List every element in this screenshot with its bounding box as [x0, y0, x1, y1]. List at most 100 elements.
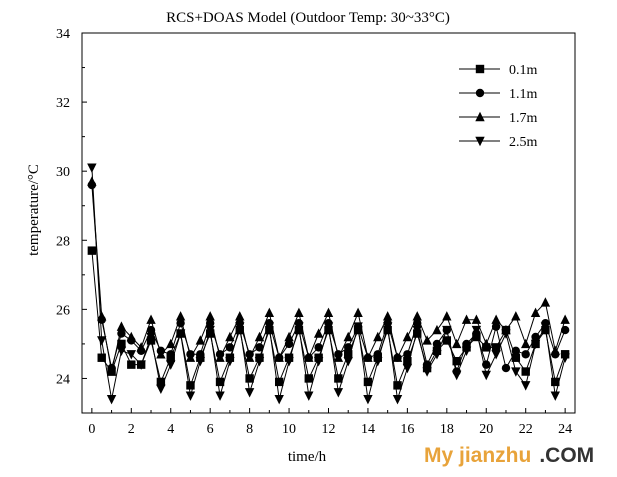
legend-marker	[475, 64, 485, 74]
data-point	[304, 391, 314, 401]
data-point	[97, 353, 106, 362]
data-point	[166, 338, 176, 349]
x-tick-label: 2	[128, 422, 135, 437]
data-point	[432, 324, 442, 335]
x-tick-label: 18	[440, 422, 454, 437]
data-point	[392, 352, 403, 362]
data-point	[254, 356, 265, 367]
data-point	[442, 336, 452, 345]
plot-frame	[81, 32, 576, 414]
data-point	[530, 307, 541, 318]
legend-label: 1.1m	[509, 87, 538, 102]
data-point	[254, 331, 265, 342]
data-point	[343, 331, 353, 342]
data-point	[116, 346, 127, 357]
data-point	[353, 307, 363, 318]
series-line	[91, 250, 566, 388]
chart-title: RCS+DOAS Model (Outdoor Temp: 30~33°C)	[166, 10, 450, 26]
data-point	[531, 332, 540, 342]
data-point	[175, 329, 186, 339]
x-tick-label: 4	[167, 422, 174, 437]
data-point	[491, 314, 501, 324]
data-point	[97, 336, 107, 346]
data-point	[264, 322, 275, 332]
data-point	[146, 332, 156, 343]
watermark-text-brand: My jianzhu	[424, 444, 531, 467]
data-point	[432, 350, 442, 360]
data-point	[196, 350, 205, 359]
data-point	[87, 246, 97, 255]
data-point	[550, 345, 560, 356]
data-point	[560, 314, 570, 324]
legend-item: 1.7m	[459, 111, 538, 126]
data-point	[363, 377, 373, 387]
data-point	[451, 338, 462, 349]
data-point	[511, 367, 521, 377]
legend-marker	[475, 111, 485, 122]
y-tick-label: 32	[56, 96, 70, 111]
data-point	[215, 391, 225, 401]
legend-label: 0.1m	[509, 63, 538, 78]
data-point	[116, 321, 127, 331]
data-point	[511, 346, 521, 356]
legend-item: 1.1m	[459, 87, 538, 102]
data-point	[313, 356, 324, 367]
data-point	[560, 353, 570, 363]
data-point	[284, 356, 294, 367]
data-point	[225, 356, 235, 367]
data-point	[442, 311, 452, 321]
data-point	[294, 322, 304, 332]
data-point	[215, 377, 225, 387]
data-point	[481, 338, 491, 349]
y-tick-label: 34	[56, 27, 70, 42]
legend: 0.1m 1.1m 1.7m 2.5m	[459, 63, 538, 150]
data-point	[412, 311, 422, 321]
data-point	[491, 350, 501, 360]
x-tick-label: 24	[558, 422, 572, 437]
data-point	[461, 314, 472, 324]
data-point	[422, 367, 432, 377]
y-tick-label: 30	[56, 165, 70, 180]
data-point	[442, 325, 452, 336]
data-point	[521, 367, 530, 376]
watermark: My jianzhu .COM	[424, 444, 594, 467]
data-point	[106, 366, 117, 376]
data-point	[452, 356, 461, 366]
data-point	[393, 381, 402, 390]
data-point	[491, 343, 501, 352]
data-point	[313, 328, 324, 338]
data-point	[481, 370, 491, 381]
data-point	[156, 384, 166, 395]
data-point	[451, 370, 462, 381]
data-point	[363, 394, 373, 405]
data-point	[382, 311, 393, 321]
data-point	[126, 331, 136, 342]
x-tick-label: 6	[207, 422, 214, 437]
data-point	[382, 322, 393, 332]
data-point	[432, 339, 442, 349]
series-2.5m	[87, 163, 570, 405]
data-point	[333, 352, 344, 362]
data-point	[205, 325, 215, 336]
data-point	[136, 360, 146, 370]
data-point	[422, 335, 432, 345]
legend-item: 0.1m	[459, 63, 538, 78]
data-point	[540, 322, 551, 332]
x-tick-label: 16	[400, 422, 414, 437]
data-point	[156, 377, 166, 387]
data-point	[550, 391, 560, 401]
legend-label: 1.7m	[509, 111, 538, 126]
data-point	[106, 394, 117, 405]
y-tick-label: 26	[56, 303, 70, 318]
data-point	[166, 360, 176, 370]
data-point	[344, 343, 353, 352]
data-point	[333, 388, 344, 398]
x-tick-label: 12	[322, 422, 336, 437]
data-point	[521, 350, 530, 359]
data-point	[274, 394, 284, 405]
data-point	[136, 342, 146, 352]
data-point	[403, 356, 412, 366]
data-point	[195, 335, 206, 345]
data-point	[175, 311, 186, 321]
